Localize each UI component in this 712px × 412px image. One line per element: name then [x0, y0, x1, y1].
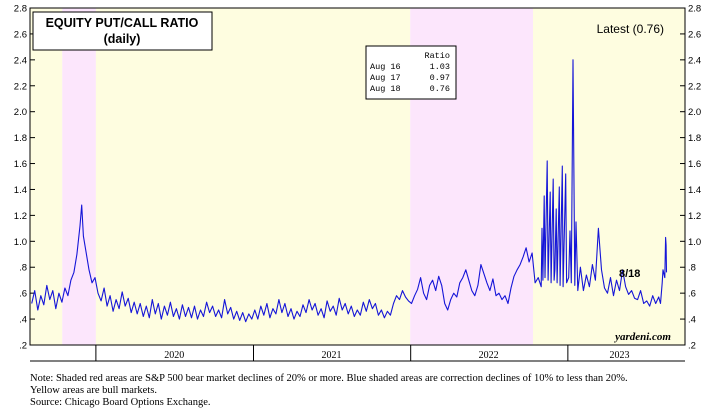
y-tick-label-right-1: .4: [688, 315, 696, 326]
y-tick-label-right-4: 1.0: [688, 237, 701, 248]
y-tick-label-left-9: 2.0: [14, 107, 27, 118]
table-value-2: 0.76: [430, 84, 450, 94]
y-tick-label-right-8: 1.8: [688, 133, 701, 144]
x-year-label-2022: 2022: [479, 350, 499, 361]
shade-bear-1: [62, 8, 96, 345]
x-year-label-2020: 2020: [164, 350, 184, 361]
x-year-label-2021: 2021: [321, 350, 341, 361]
y-tick-label-left-7: 1.6: [14, 159, 27, 170]
y-tick-label-right-7: 1.6: [688, 159, 701, 170]
chart-note: Note: Shaded red areas are S&P 500 bear …: [30, 373, 628, 384]
y-tick-label-right-10: 2.2: [688, 81, 701, 92]
y-tick-label-left-8: 1.8: [14, 133, 27, 144]
title-box: [32, 11, 213, 51]
y-tick-label-left-3: .8: [19, 263, 27, 274]
table-date-0: Aug 16: [370, 62, 401, 72]
y-tick-label-right-3: .8: [688, 263, 696, 274]
value-table-rows: Aug 16 1.03 Aug 17 0.97 Aug 18 0.76: [370, 62, 450, 94]
y-tick-label-left-6: 1.4: [14, 185, 27, 196]
axis-ticks: .2 .2 .4 .4 .6 .6 .8 .8 1.0 1.0 1.2 1.2 1.4 1.4 1.6 1.6…: [14, 4, 701, 352]
x-axis-years: 2020 2021 2022 2023: [95, 345, 630, 361]
y-tick-label-right-13: 2.8: [688, 4, 701, 15]
y-tick-label-left-1: .4: [19, 315, 27, 326]
value-table-header: Ratio: [424, 51, 450, 61]
y-tick-label-right-11: 2.4: [688, 55, 701, 66]
y-tick-label-right-6: 1.4: [688, 185, 701, 196]
y-tick-label-left-13: 2.8: [14, 4, 27, 15]
y-tick-label-left-5: 1.2: [14, 211, 27, 222]
y-tick-label-left-0: .2: [19, 341, 27, 352]
plot-frame: [29, 7, 686, 346]
y-tick-label-left-4: 1.0: [14, 237, 27, 248]
put-call-ratio-line: [31, 59, 668, 323]
table-date-2: Aug 18: [370, 84, 401, 94]
y-tick-label-right-0: .2: [688, 341, 696, 352]
table-value-1: 0.97: [430, 73, 450, 83]
end-date-label: 8/18: [619, 268, 640, 280]
table-date-1: Aug 17: [370, 73, 401, 83]
y-tick-label-left-10: 2.2: [14, 81, 27, 92]
table-value-0: 1.03: [430, 62, 450, 72]
y-tick-label-right-12: 2.6: [688, 29, 701, 40]
y-tick-label-right-9: 2.0: [688, 107, 701, 118]
market-shading: [30, 8, 685, 345]
chart-title: EQUITY PUT/CALL RATIO: [46, 16, 199, 30]
shade-bull-4: [532, 8, 685, 345]
value-table-box: [365, 45, 457, 100]
yardeni-watermark: yardeni.com: [613, 331, 671, 343]
x-year-label-2023: 2023: [610, 350, 630, 361]
chart-note-bull: Yellow areas are bull markets.: [30, 385, 157, 396]
y-tick-label-left-12: 2.6: [14, 29, 27, 40]
chart-subtitle: (daily): [104, 32, 141, 46]
y-tick-label-left-11: 2.4: [14, 55, 27, 66]
chart-source: Source: Chicago Board Options Exchange.: [30, 397, 211, 408]
y-tick-label-right-2: .6: [688, 289, 696, 300]
y-tick-label-left-2: .6: [19, 289, 27, 300]
shade-bull-2: [95, 8, 411, 345]
latest-value-label: Latest (0.76): [597, 22, 664, 36]
y-tick-label-right-5: 1.2: [688, 211, 701, 222]
